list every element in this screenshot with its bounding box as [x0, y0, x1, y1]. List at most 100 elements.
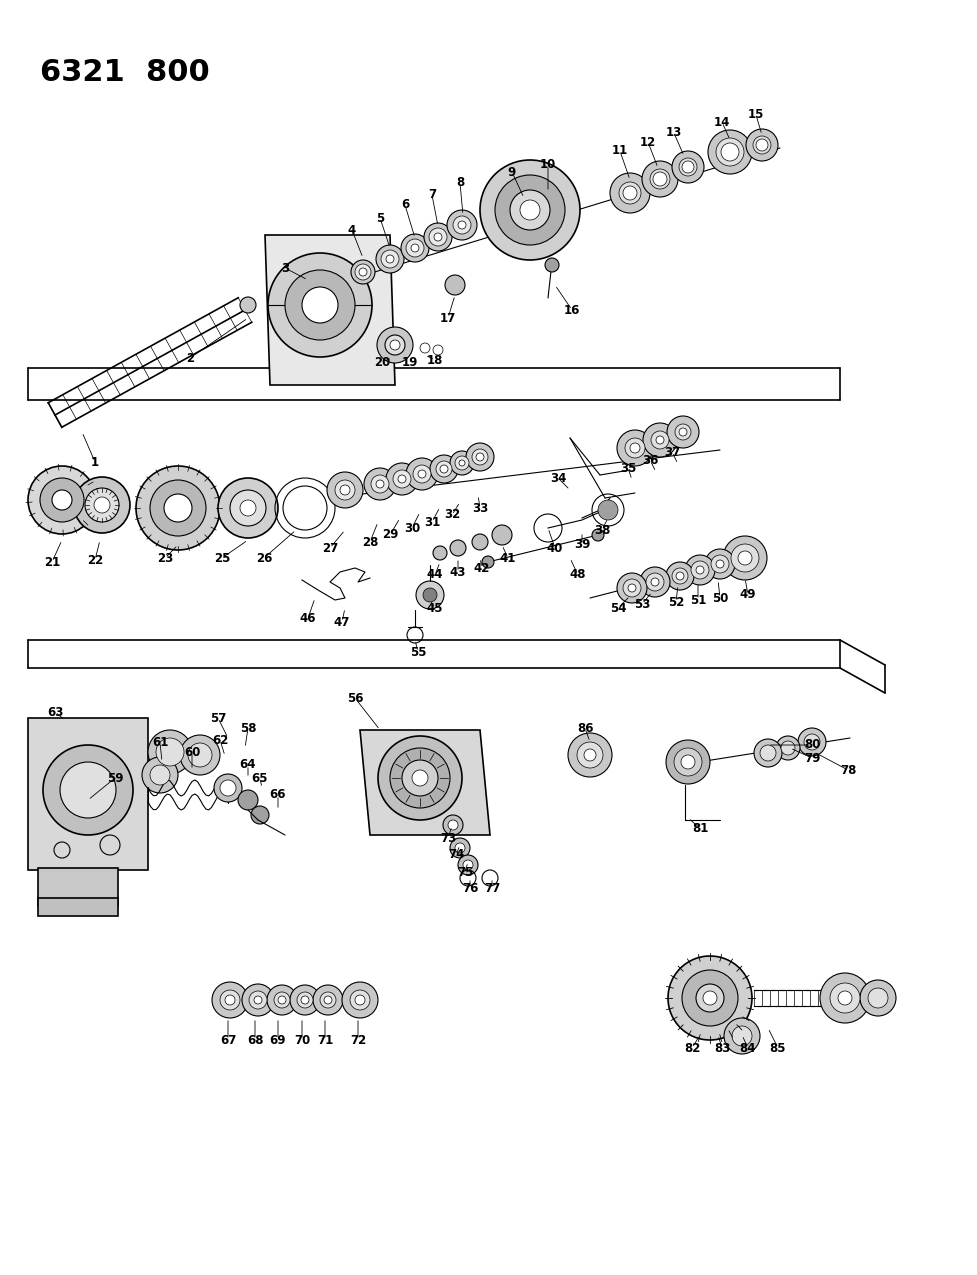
Circle shape	[651, 431, 669, 449]
Circle shape	[643, 423, 677, 456]
Circle shape	[376, 245, 404, 273]
Text: 61: 61	[151, 736, 168, 748]
Circle shape	[378, 736, 462, 820]
Circle shape	[355, 994, 365, 1005]
Circle shape	[459, 460, 465, 465]
Circle shape	[455, 843, 465, 853]
Circle shape	[545, 258, 559, 272]
Text: 35: 35	[619, 462, 636, 474]
Circle shape	[340, 484, 350, 495]
Circle shape	[424, 223, 452, 251]
Circle shape	[278, 996, 286, 1003]
Circle shape	[52, 490, 72, 510]
Circle shape	[335, 479, 355, 500]
Circle shape	[355, 264, 371, 280]
Circle shape	[218, 478, 278, 538]
Circle shape	[148, 731, 192, 774]
Circle shape	[313, 986, 343, 1015]
Circle shape	[656, 436, 664, 444]
Circle shape	[416, 581, 444, 609]
Text: 29: 29	[382, 529, 399, 542]
Circle shape	[249, 991, 267, 1009]
Text: 46: 46	[300, 612, 317, 625]
Circle shape	[681, 755, 695, 769]
Text: 85: 85	[770, 1042, 786, 1054]
Text: 72: 72	[350, 1034, 366, 1047]
Circle shape	[413, 465, 431, 483]
Text: 13: 13	[666, 126, 682, 139]
Text: 12: 12	[640, 135, 657, 148]
Circle shape	[406, 458, 438, 490]
Circle shape	[674, 748, 702, 776]
Text: 1: 1	[91, 455, 99, 468]
Text: 49: 49	[740, 589, 756, 602]
Circle shape	[267, 986, 297, 1015]
Circle shape	[756, 139, 768, 150]
Text: 75: 75	[457, 866, 473, 878]
Circle shape	[364, 468, 396, 500]
Circle shape	[721, 143, 739, 161]
Circle shape	[453, 215, 471, 235]
Circle shape	[386, 463, 418, 495]
Text: 47: 47	[334, 616, 350, 629]
Circle shape	[724, 1017, 760, 1054]
Text: 64: 64	[239, 759, 256, 771]
Circle shape	[617, 430, 653, 465]
Circle shape	[696, 566, 704, 574]
Text: 79: 79	[804, 751, 820, 765]
Circle shape	[436, 462, 452, 477]
Circle shape	[668, 956, 752, 1040]
Polygon shape	[360, 731, 490, 835]
Circle shape	[716, 560, 724, 567]
Circle shape	[679, 158, 697, 176]
Circle shape	[402, 760, 438, 796]
Text: 11: 11	[612, 144, 628, 158]
Circle shape	[623, 579, 641, 597]
Text: 7: 7	[428, 189, 436, 201]
Circle shape	[412, 770, 428, 785]
Text: 3: 3	[281, 261, 289, 274]
Text: 70: 70	[294, 1034, 310, 1047]
Text: 71: 71	[317, 1034, 333, 1047]
Circle shape	[610, 173, 650, 213]
Circle shape	[381, 250, 399, 268]
Text: 33: 33	[472, 501, 488, 515]
Circle shape	[220, 780, 236, 796]
Circle shape	[240, 500, 256, 516]
Text: 84: 84	[740, 1042, 756, 1054]
Text: 52: 52	[668, 595, 684, 608]
Circle shape	[868, 988, 888, 1009]
Circle shape	[28, 465, 96, 534]
Text: 58: 58	[239, 722, 256, 734]
Text: 23: 23	[157, 552, 173, 565]
Circle shape	[679, 428, 687, 436]
Circle shape	[804, 734, 820, 750]
Circle shape	[510, 190, 550, 230]
Text: 20: 20	[374, 356, 390, 368]
Circle shape	[675, 425, 691, 440]
Circle shape	[623, 186, 637, 200]
Circle shape	[676, 572, 684, 580]
Circle shape	[268, 252, 372, 357]
Text: 26: 26	[256, 552, 273, 565]
Text: 10: 10	[540, 158, 556, 172]
Circle shape	[711, 555, 729, 572]
Circle shape	[433, 546, 447, 560]
Circle shape	[820, 973, 870, 1023]
Circle shape	[651, 578, 659, 586]
Circle shape	[164, 493, 192, 521]
Circle shape	[781, 741, 795, 755]
Circle shape	[302, 287, 338, 323]
Text: 53: 53	[634, 598, 650, 611]
Text: 21: 21	[44, 556, 61, 569]
Circle shape	[376, 479, 384, 488]
Circle shape	[653, 172, 667, 186]
Text: 15: 15	[747, 108, 764, 121]
Circle shape	[450, 541, 466, 556]
Text: 68: 68	[247, 1034, 263, 1047]
Text: 69: 69	[270, 1034, 286, 1047]
Text: 14: 14	[714, 116, 730, 129]
Circle shape	[327, 472, 363, 507]
Text: 16: 16	[564, 303, 580, 316]
Circle shape	[723, 536, 767, 580]
